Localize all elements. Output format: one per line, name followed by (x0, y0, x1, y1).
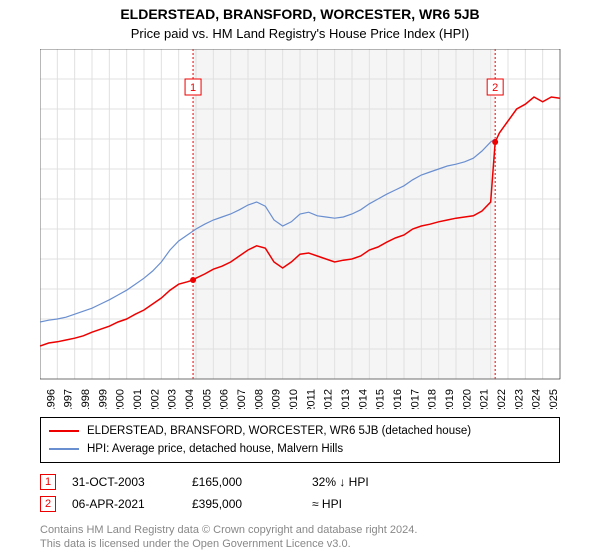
footer-line-2: This data is licensed under the Open Gov… (40, 537, 560, 551)
marker-date-2: 06-APR-2021 (72, 497, 192, 511)
svg-text:2018: 2018 (427, 389, 439, 409)
chart-svg: £0£50K£100K£150K£200K£250K£300K£350K£400… (40, 49, 580, 409)
svg-text:2025: 2025 (548, 389, 560, 409)
svg-text:2020: 2020 (461, 389, 473, 409)
svg-text:1998: 1998 (80, 389, 92, 409)
svg-text:1997: 1997 (63, 389, 75, 409)
svg-text:2003: 2003 (167, 389, 179, 409)
chart-area: £0£50K£100K£150K£200K£250K£300K£350K£400… (40, 49, 600, 409)
marker-badge-1: 1 (40, 474, 56, 490)
marker-date-1: 31-OCT-2003 (72, 475, 192, 489)
marker-price-1: £165,000 (192, 475, 312, 489)
svg-text:2011: 2011 (305, 389, 317, 409)
marker-row-1: 1 31-OCT-2003 £165,000 32% ↓ HPI (40, 471, 560, 493)
svg-text:2009: 2009 (271, 389, 283, 409)
svg-text:2017: 2017 (409, 389, 421, 409)
marker-table: 1 31-OCT-2003 £165,000 32% ↓ HPI 2 06-AP… (40, 471, 560, 515)
svg-text:2002: 2002 (149, 389, 161, 409)
svg-text:1999: 1999 (97, 389, 109, 409)
legend-item-property: ELDERSTEAD, BRANSFORD, WORCESTER, WR6 5J… (49, 422, 551, 440)
footer: Contains HM Land Registry data © Crown c… (40, 523, 560, 552)
svg-text:2: 2 (492, 82, 498, 94)
svg-text:2024: 2024 (531, 389, 543, 409)
svg-text:2015: 2015 (375, 389, 387, 409)
marker-row-2: 2 06-APR-2021 £395,000 ≈ HPI (40, 493, 560, 515)
legend-swatch-hpi (49, 448, 79, 450)
svg-text:1996: 1996 (45, 389, 57, 409)
marker-badge-2: 2 (40, 496, 56, 512)
svg-text:2019: 2019 (444, 389, 456, 409)
chart-title: ELDERSTEAD, BRANSFORD, WORCESTER, WR6 5J… (0, 0, 600, 22)
legend-swatch-property (49, 430, 79, 432)
marker-delta-2: ≈ HPI (312, 497, 432, 511)
legend: ELDERSTEAD, BRANSFORD, WORCESTER, WR6 5J… (40, 417, 560, 463)
chart-container: ELDERSTEAD, BRANSFORD, WORCESTER, WR6 5J… (0, 0, 600, 552)
svg-text:2016: 2016 (392, 389, 404, 409)
marker-delta-1: 32% ↓ HPI (312, 475, 432, 489)
svg-text:2012: 2012 (323, 389, 335, 409)
legend-item-hpi: HPI: Average price, detached house, Malv… (49, 440, 551, 458)
marker-price-2: £395,000 (192, 497, 312, 511)
svg-text:2021: 2021 (479, 389, 491, 409)
svg-text:2007: 2007 (236, 389, 248, 409)
svg-text:2022: 2022 (496, 389, 508, 409)
legend-label-hpi: HPI: Average price, detached house, Malv… (87, 443, 343, 455)
svg-text:2001: 2001 (132, 389, 144, 409)
svg-text:2023: 2023 (513, 389, 525, 409)
svg-text:2008: 2008 (253, 389, 265, 409)
svg-text:2006: 2006 (219, 389, 231, 409)
footer-line-1: Contains HM Land Registry data © Crown c… (40, 523, 560, 537)
svg-text:2014: 2014 (357, 389, 369, 409)
svg-text:2000: 2000 (115, 389, 127, 409)
svg-text:2013: 2013 (340, 389, 352, 409)
svg-text:1: 1 (190, 82, 196, 94)
svg-text:2004: 2004 (184, 389, 196, 409)
svg-text:2005: 2005 (201, 389, 213, 409)
chart-subtitle: Price paid vs. HM Land Registry's House … (0, 22, 600, 49)
legend-label-property: ELDERSTEAD, BRANSFORD, WORCESTER, WR6 5J… (87, 425, 471, 437)
svg-text:2010: 2010 (288, 389, 300, 409)
